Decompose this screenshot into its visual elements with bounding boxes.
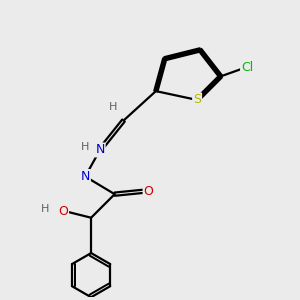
- Text: H: H: [109, 102, 117, 112]
- Text: H: H: [81, 142, 89, 152]
- Text: S: S: [193, 93, 201, 106]
- Text: Cl: Cl: [241, 61, 253, 74]
- Text: O: O: [58, 205, 68, 218]
- Text: H: H: [41, 204, 50, 214]
- Text: N: N: [95, 143, 105, 157]
- Text: O: O: [144, 185, 154, 198]
- Text: N: N: [80, 170, 90, 183]
